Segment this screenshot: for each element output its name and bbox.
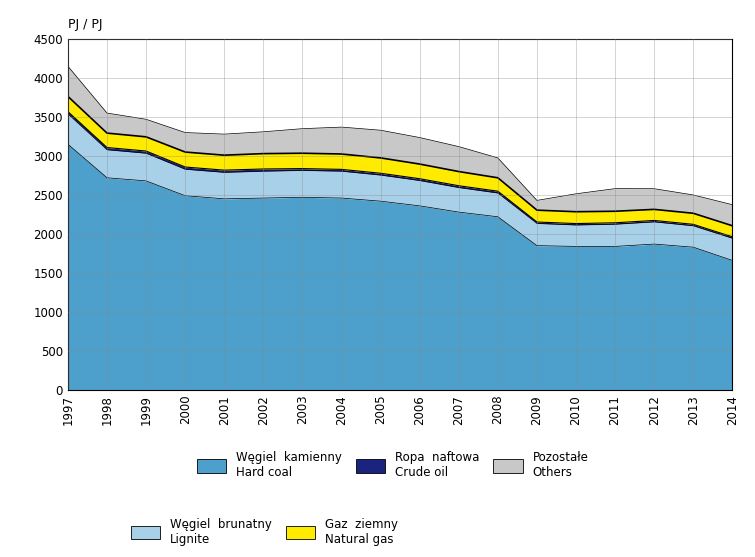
Legend: Węgiel  brunatny
Lignite, Gaz  ziemny
Natural gas: Węgiel brunatny Lignite, Gaz ziemny Natu… [131,517,398,545]
Legend: Węgiel  kamienny
Hard coal, Ropa  naftowa
Crude oil, Pozostałe
Others: Węgiel kamienny Hard coal, Ropa naftowa … [197,451,588,478]
Text: PJ / PJ: PJ / PJ [68,18,103,31]
